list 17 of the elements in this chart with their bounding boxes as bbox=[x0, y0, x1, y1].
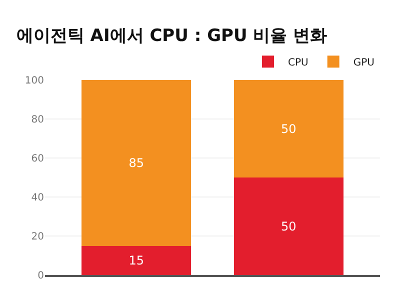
data-label: 85 bbox=[128, 156, 144, 170]
y-tick-label: 0 bbox=[38, 270, 44, 282]
chart-title: 에이전틱 AI에서 CPU : GPU 비율 변화 bbox=[16, 26, 328, 46]
bar bbox=[82, 80, 192, 246]
data-label: 15 bbox=[128, 253, 144, 268]
bar bbox=[82, 246, 192, 275]
y-tick-label: 100 bbox=[24, 76, 44, 86]
legend-label: CPU bbox=[288, 58, 308, 68]
legend-label: GPU bbox=[353, 58, 374, 68]
y-tick-label: 60 bbox=[31, 154, 44, 164]
y-tick-label: 80 bbox=[31, 114, 44, 126]
y-tick-label: 40 bbox=[31, 192, 44, 204]
data-label: 50 bbox=[280, 219, 296, 234]
data-label: 50 bbox=[280, 122, 296, 136]
bar bbox=[234, 80, 344, 178]
y-tick-label: 20 bbox=[31, 232, 44, 242]
bar bbox=[234, 178, 344, 275]
